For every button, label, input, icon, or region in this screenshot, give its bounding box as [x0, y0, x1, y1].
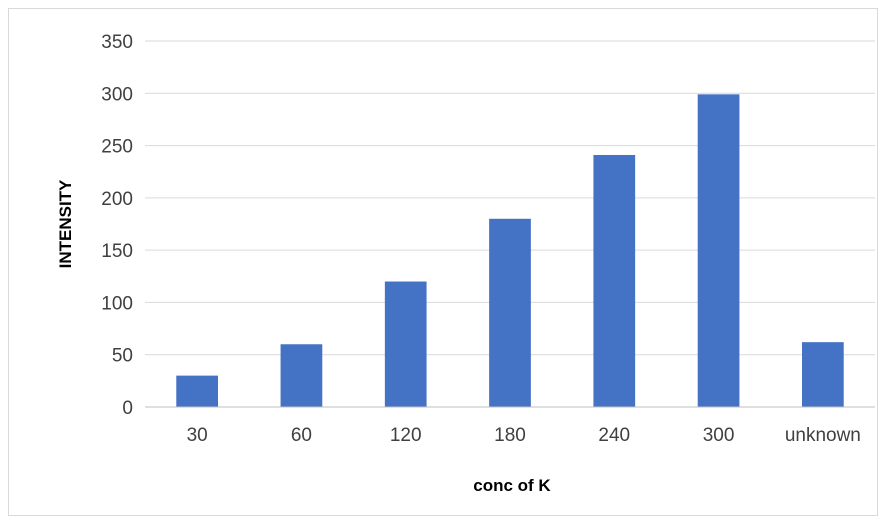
x-tick-label: 120: [390, 425, 422, 446]
intensity-bar-chart: 0 50 100 150 200 250 300 350 30 60 120 180 240 300 un…: [56, 32, 875, 495]
y-tick-label: 100: [101, 293, 133, 314]
bar-240: [593, 154, 636, 407]
y-tick-label: 300: [101, 84, 133, 105]
x-axis-title: conc of K: [473, 476, 551, 495]
x-tick-label: 300: [703, 425, 735, 446]
y-axis-title: INTENSITY: [56, 179, 75, 268]
bar-30: [176, 375, 218, 407]
bar-180: [489, 218, 531, 407]
x-tick-label: 60: [291, 425, 312, 446]
y-tick-labels: 0 50 100 150 200 250 300 350: [101, 32, 133, 419]
chart-frame: 0 50 100 150 200 250 300 350 30 60 120 180 240 300 un…: [8, 8, 878, 516]
y-tick-label: 0: [122, 398, 133, 419]
y-tick-label: 250: [101, 137, 133, 158]
y-tick-label: 50: [112, 346, 133, 367]
x-tick-label: 180: [494, 425, 526, 446]
y-tick-label: 350: [101, 32, 133, 53]
y-tick-label: 150: [101, 241, 133, 262]
bar-300: [697, 94, 740, 408]
x-tick-labels: 30 60 120 180 240 300 unknown: [187, 425, 861, 446]
x-tick-label: 30: [187, 425, 208, 446]
bars: [176, 94, 844, 408]
x-tick-label: unknown: [785, 425, 861, 446]
y-tick-label: 200: [101, 189, 133, 210]
bar-unknown: [802, 342, 844, 407]
bar-60: [280, 344, 323, 407]
bar-120: [384, 281, 427, 407]
x-tick-label: 240: [598, 425, 630, 446]
